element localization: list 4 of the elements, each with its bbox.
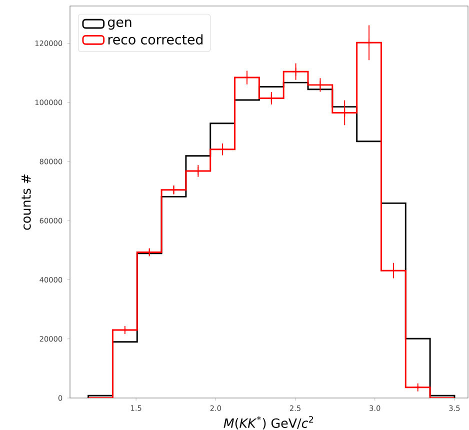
legend-label: gen	[108, 19, 132, 30]
y-axis-title: counts #	[22, 174, 31, 230]
legend-label: reco corrected	[108, 34, 202, 45]
x-axis-title: M(KK$^{*}$) GeV/c$^{2}$	[224, 416, 314, 430]
